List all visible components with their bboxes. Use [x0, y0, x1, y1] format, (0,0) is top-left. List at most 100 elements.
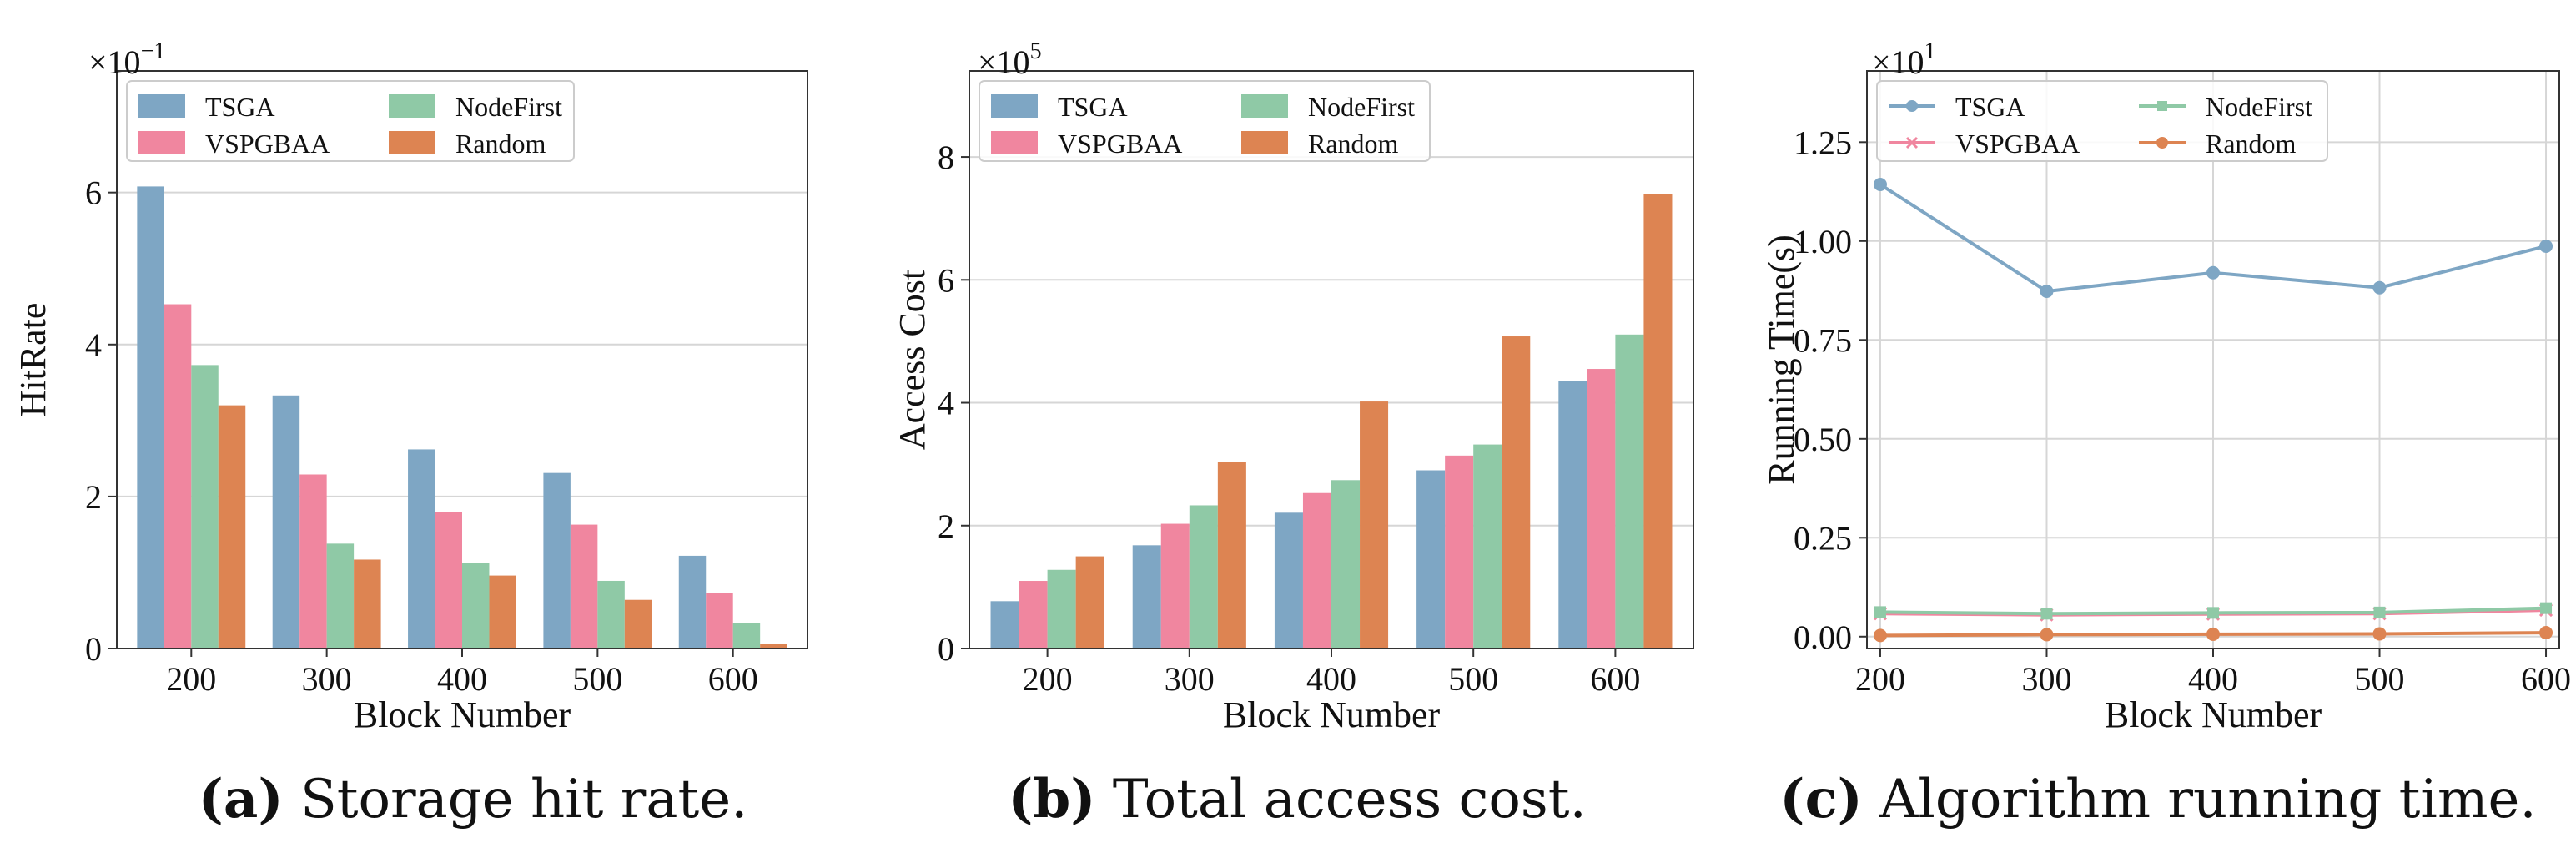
bar-nodefirst-400: [462, 563, 490, 649]
legend-label-vspgbaa: VSPGBAA: [205, 129, 330, 159]
bar-random-500: [1502, 336, 1531, 649]
scale-exponent: −1: [141, 38, 166, 64]
y-tick-label: 0: [938, 630, 954, 668]
point-random-500: [2372, 627, 2387, 641]
y-axis-label: Running Time(s): [1761, 235, 1802, 485]
caption-c-text: Algorithm running time.: [1862, 769, 2537, 830]
x-tick-label: 200: [1023, 660, 1073, 698]
y-tick-label: 6: [85, 174, 102, 212]
caption-b: (b) Total access cost.: [880, 768, 1714, 830]
point-tsga-300: [2040, 285, 2054, 299]
caption-a: (a) Storage hit rate.: [56, 768, 890, 830]
legend-label-vspgbaa: VSPGBAA: [1058, 129, 1182, 159]
axis-scale-factor: ×105: [978, 38, 1042, 81]
point-random-600: [2539, 626, 2553, 640]
x-tick-label: 500: [2355, 660, 2405, 698]
y-tick-label: 4: [938, 385, 954, 422]
legend-label-random: Random: [2206, 129, 2297, 159]
legend-marker-nodefirst: [2157, 101, 2167, 111]
bar-tsga-300: [272, 395, 300, 649]
x-tick-label: 400: [1306, 660, 1356, 698]
legend-label-tsga: TSGA: [1955, 92, 2025, 122]
bar-vspgbaa-200: [1019, 581, 1048, 649]
bar-nodefirst-200: [191, 365, 219, 649]
point-random-200: [1873, 628, 1887, 643]
x-tick-label: 600: [2521, 660, 2571, 698]
bar-nodefirst-600: [1615, 334, 1644, 649]
bar-nodefirst-200: [1047, 569, 1076, 649]
axis-scale-factor: ×101: [1872, 38, 1936, 81]
x-tick-label: 400: [2188, 660, 2238, 698]
legend-box: [1876, 80, 2328, 162]
y-tick-label: 2: [85, 478, 102, 516]
caption-b-letter: (b): [1008, 768, 1096, 830]
y-tick-label: 0: [85, 630, 102, 668]
y-axis-label: HitRate: [13, 303, 53, 417]
y-tick-label: 0.25: [1794, 519, 1852, 557]
legend-swatch-tsga: [138, 94, 185, 118]
caption-c: (c) Algorithm running time.: [1741, 768, 2575, 830]
legend-marker-vspgbaa: [1905, 136, 1919, 149]
legend-label-random: Random: [455, 129, 546, 159]
bar-tsga-400: [408, 449, 435, 649]
bar-random-200: [1075, 556, 1104, 649]
bar-vspgbaa-600: [706, 593, 733, 649]
x-tick-label: 600: [1590, 660, 1640, 698]
legend-label-tsga: TSGA: [1058, 92, 1128, 122]
point-nodefirst-200: [1874, 606, 1886, 618]
point-tsga-400: [2206, 265, 2220, 280]
bar-tsga-400: [1274, 512, 1303, 649]
legend-box: [979, 80, 1431, 162]
point-random-300: [2040, 628, 2054, 642]
bar-random-600: [1643, 194, 1673, 649]
bar-random-500: [624, 599, 652, 649]
legend-marker-tsga: [1906, 100, 1918, 112]
bar-tsga-300: [1132, 545, 1161, 649]
x-tick-label: 300: [2021, 660, 2071, 698]
bar-random-300: [1217, 462, 1246, 649]
legend-label-tsga: TSGA: [205, 92, 275, 122]
bar-random-400: [489, 575, 516, 649]
scale-exponent: 1: [1924, 38, 1936, 64]
point-tsga-500: [2372, 280, 2387, 295]
bar-tsga-500: [1416, 470, 1446, 649]
bar-vspgbaa-300: [1160, 523, 1190, 649]
caption-b-text: Total access cost.: [1095, 769, 1587, 830]
chart-panel-2: 0.00 0.25 0.50 0.75 1.00 1.25 200 300 400 500 600 B…: [1761, 38, 2571, 735]
bar-random-400: [1360, 401, 1389, 649]
y-tick-label: 4: [85, 326, 102, 364]
axis-scale-factor: ×10−1: [88, 38, 165, 81]
legend-swatch-vspgbaa: [991, 131, 1038, 154]
chart-panel-0: 0 2 4 6 200 300 400 500 600 Block Number HitRate ×1…: [13, 38, 808, 735]
legend-swatch-nodefirst: [1241, 94, 1288, 118]
bar-random-600: [760, 644, 787, 649]
legend-label-nodefirst: NodeFirst: [455, 92, 562, 122]
scale-base: ×10: [1872, 43, 1924, 81]
y-tick-label: 6: [938, 261, 954, 299]
legend-swatch-vspgbaa: [138, 131, 185, 154]
point-tsga-600: [2539, 239, 2553, 253]
bar-tsga-200: [990, 601, 1019, 649]
point-tsga-200: [1873, 178, 1887, 192]
bar-vspgbaa-500: [570, 524, 598, 649]
bar-tsga-500: [543, 472, 571, 649]
x-tick-label: 400: [437, 660, 487, 698]
point-nodefirst-500: [2373, 606, 2386, 618]
x-axis-label: Block Number: [1223, 694, 1441, 735]
y-tick-label: 0.00: [1794, 618, 1852, 656]
scale-base: ×10: [88, 43, 141, 81]
legend-swatch-tsga: [991, 94, 1038, 118]
bar-vspgbaa-200: [164, 304, 192, 649]
scale-base: ×10: [978, 43, 1030, 81]
bar-nodefirst-300: [326, 543, 355, 649]
bar-nodefirst-500: [597, 580, 625, 649]
bar-tsga-600: [1558, 381, 1587, 649]
legend-label-nodefirst: NodeFirst: [1308, 92, 1415, 122]
y-axis-label: Access Cost: [892, 270, 933, 450]
caption-a-letter: (a): [198, 768, 284, 830]
bar-vspgbaa-300: [299, 474, 327, 649]
legend-label-nodefirst: NodeFirst: [2206, 92, 2312, 122]
y-tick-label: 1.25: [1794, 124, 1852, 161]
legend-swatch-nodefirst: [389, 94, 435, 118]
